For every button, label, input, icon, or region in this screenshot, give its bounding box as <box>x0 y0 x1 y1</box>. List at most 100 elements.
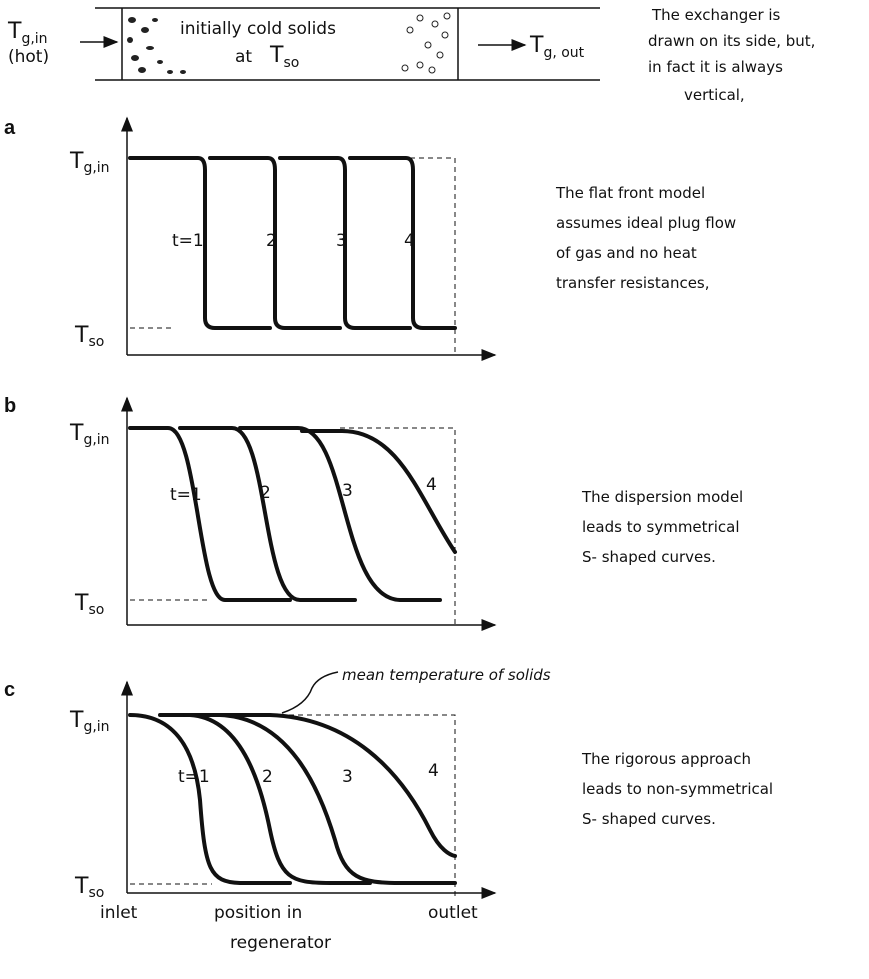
curve-label: t=1 <box>178 767 210 787</box>
shape <box>416 61 424 69</box>
x-label: inlet <box>100 903 138 923</box>
shape <box>401 12 451 74</box>
description-line: leads to symmetrical <box>582 518 740 536</box>
shape <box>127 37 133 43</box>
shape: The exchanger is drawn on its side, but,… <box>648 6 815 104</box>
panel-a: a Tg,in Tso t=1 2 3 4 The flat front mod… <box>4 116 736 361</box>
shape: T <box>69 421 84 446</box>
shape: T <box>529 33 544 58</box>
shape: T <box>7 19 22 44</box>
curve-label: 4 <box>426 475 437 495</box>
description-line: S- shaped curves. <box>582 548 716 566</box>
description-line: The rigorous approach <box>581 750 751 768</box>
panel-letter: b <box>4 395 16 417</box>
shape <box>428 66 436 74</box>
shape: so <box>283 55 299 71</box>
exchanger: Tg,in (hot) initially cold solids at Tso… <box>7 6 815 104</box>
x-label: position in <box>214 903 302 923</box>
shape: T <box>74 591 89 616</box>
shape <box>127 17 186 74</box>
description-line: S- shaped curves. <box>582 810 716 828</box>
top-label: Tg,in <box>69 149 110 176</box>
stroke <box>208 156 342 330</box>
stroke <box>128 426 292 602</box>
stroke <box>128 713 292 885</box>
stroke <box>300 429 457 554</box>
description-line: leads to non-symmetrical <box>582 780 773 798</box>
description-line: assumes ideal plug flow <box>556 214 736 232</box>
curve-label: t=1 <box>172 231 204 251</box>
shape: T <box>69 149 84 174</box>
curve-label: 2 <box>260 483 271 503</box>
shape: g,in <box>21 31 47 47</box>
stroke <box>281 671 339 714</box>
stroke <box>348 156 457 330</box>
shape <box>157 60 163 64</box>
note-line: drawn on its side, but, <box>648 32 815 50</box>
stroke <box>213 713 457 858</box>
shape <box>416 14 424 22</box>
curve-label: t=1 <box>170 485 202 505</box>
description-line: transfer resistances, <box>556 274 710 292</box>
stroke <box>130 714 456 900</box>
stroke <box>238 426 442 602</box>
shape <box>424 41 432 49</box>
bottom-label: Tso <box>74 323 104 350</box>
panel-letter: c <box>4 679 15 701</box>
fill-label-prefix: at <box>235 47 252 67</box>
shape <box>406 26 414 34</box>
shape: T <box>69 708 84 733</box>
note-line: in fact it is always <box>648 58 783 76</box>
panel-b: b Tg,in Tso t=1 2 3 4 The dispersion mod… <box>4 395 743 631</box>
stroke <box>130 157 456 355</box>
shape <box>180 70 186 74</box>
fill-label-temp: Tso <box>269 43 299 71</box>
outlet-label: Tg, out <box>529 33 585 61</box>
shape <box>152 18 158 22</box>
panel-letter: a <box>4 117 16 139</box>
inlet-note: (hot) <box>8 47 49 67</box>
shape <box>167 70 173 74</box>
curve-label: 3 <box>342 481 353 501</box>
stroke <box>178 426 357 602</box>
curve-label: 3 <box>336 231 347 251</box>
shape <box>431 20 439 28</box>
stroke <box>278 156 412 330</box>
shape: T <box>269 43 284 68</box>
shape <box>128 17 136 23</box>
curve-label: 4 <box>404 231 415 251</box>
curve-label: 2 <box>266 231 277 251</box>
top-label: Tg,in <box>69 421 110 448</box>
shape: g,in <box>83 432 109 448</box>
stroke <box>158 713 372 885</box>
description-line: The dispersion model <box>581 488 743 506</box>
annotation: mean temperature of solids <box>342 666 551 684</box>
note-line: vertical, <box>684 86 745 104</box>
panel-c: c mean temperature of solids Tg,in Tso t… <box>4 666 773 953</box>
x-label: regenerator <box>230 933 331 953</box>
shape: g,in <box>83 719 109 735</box>
shape: so <box>88 885 104 901</box>
shape <box>436 51 444 59</box>
shape <box>443 12 451 20</box>
inlet-label: Tg,in <box>7 19 48 47</box>
stroke <box>128 156 272 330</box>
curve-label: 2 <box>262 767 273 787</box>
shape: T <box>74 874 89 899</box>
bottom-label: Tso <box>74 874 104 901</box>
shape: so <box>88 334 104 350</box>
shape: T <box>74 323 89 348</box>
curve-label: 3 <box>342 767 353 787</box>
note-line: The exchanger is <box>651 6 781 24</box>
stroke <box>183 713 457 885</box>
description-line: of gas and no heat <box>556 244 697 262</box>
curve-label: 4 <box>428 761 439 781</box>
shape <box>138 67 146 73</box>
shape <box>146 46 154 50</box>
bottom-label: Tso <box>74 591 104 618</box>
shape <box>401 64 409 72</box>
shape: g,in <box>83 160 109 176</box>
shape <box>141 27 149 33</box>
top-label: Tg,in <box>69 708 110 735</box>
x-label: outlet <box>428 903 478 923</box>
